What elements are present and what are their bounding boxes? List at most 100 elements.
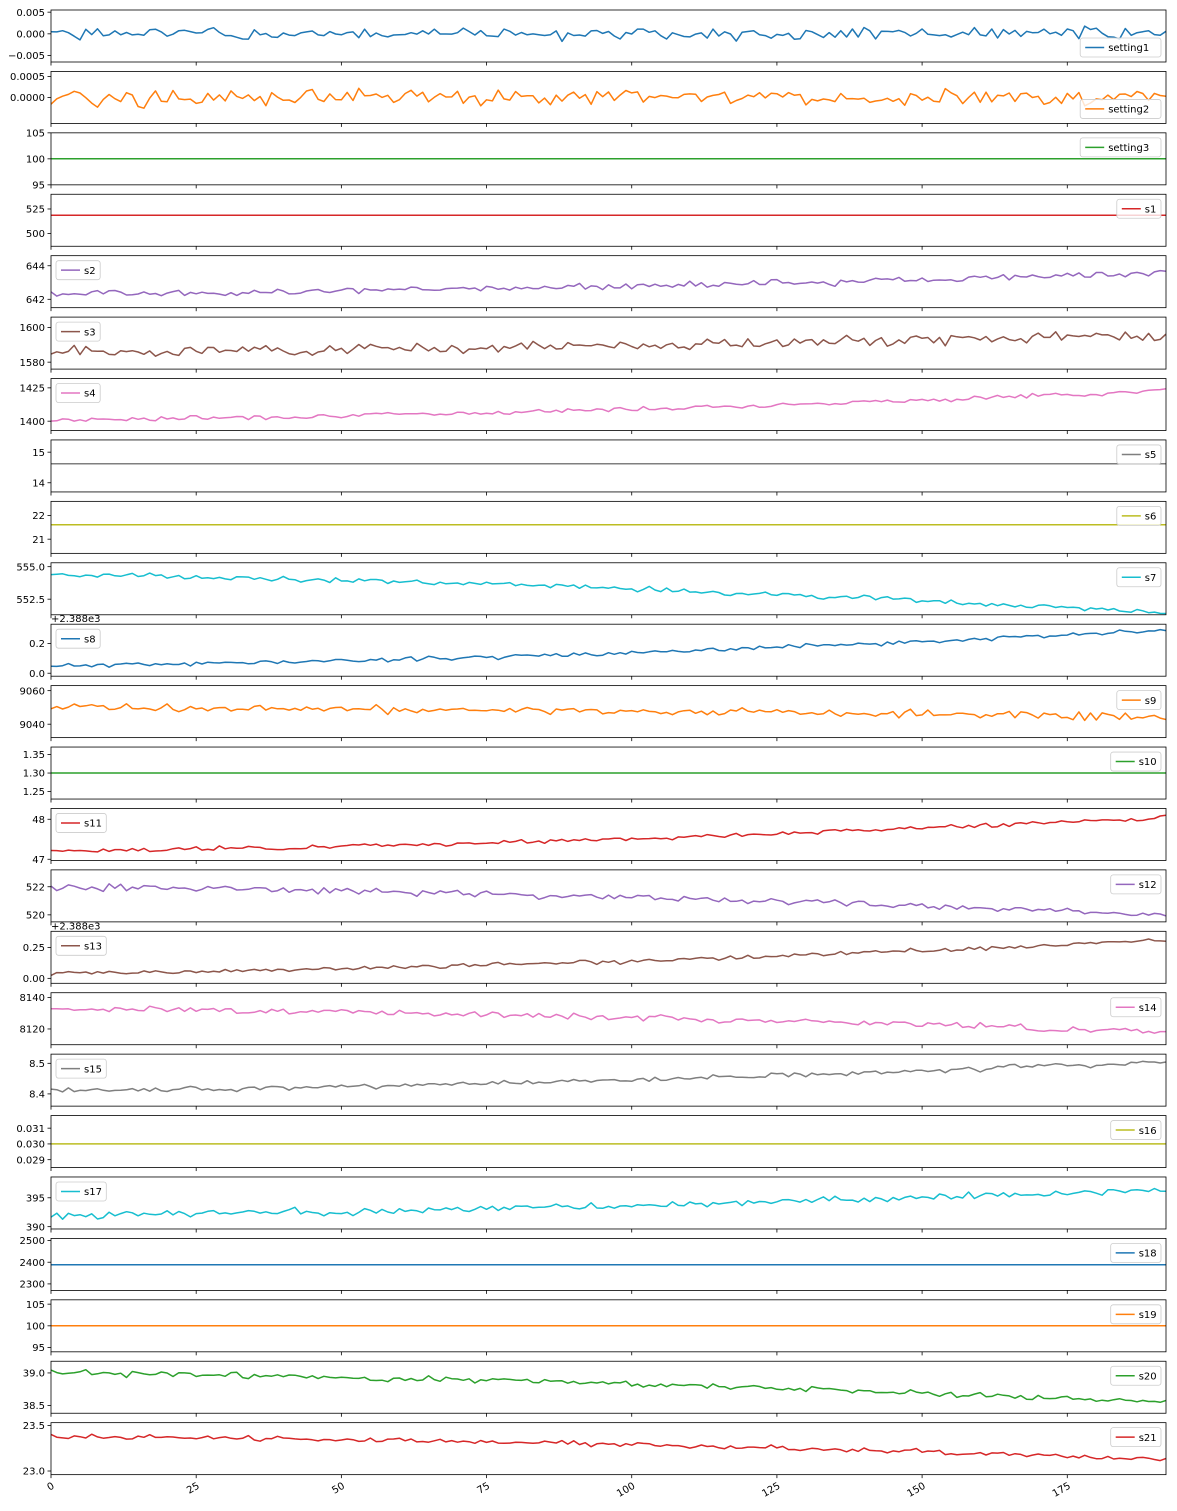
- panel-s3: 1580 1600 s3: [20, 316, 1167, 373]
- y-tick-label: 22: [32, 511, 45, 522]
- panel-setting3: 95 100 105 setting3: [26, 128, 1167, 191]
- panel-s9: 9040 9060 s9: [20, 685, 1167, 742]
- y-tick-label: 1.30: [23, 769, 45, 780]
- x-tick-label: 150: [906, 1481, 928, 1500]
- legend-label: s12: [1139, 880, 1157, 891]
- y-tick-label: 0.25: [23, 943, 45, 954]
- y-tick-label: 48: [32, 815, 45, 826]
- legend-s19: s19: [1110, 1304, 1162, 1325]
- axis-offset-label: +2.388e3: [51, 921, 101, 932]
- series-line-s17: [51, 1187, 1166, 1220]
- axes-frame: [50, 193, 1167, 247]
- y-tick-label: 23.5: [23, 1421, 45, 1432]
- panel-s21: 23.0 23.5 0 25 50 75 100 125 150 175 s21: [23, 1421, 1167, 1500]
- legend-label: s13: [84, 942, 102, 953]
- y-tick-label: 47: [32, 855, 45, 866]
- y-tick-label: 105: [26, 128, 45, 139]
- legend-label: s7: [1145, 573, 1157, 584]
- panel-s19: 95 100 105 s19: [26, 1299, 1167, 1356]
- axes-frame: [50, 316, 1167, 370]
- axes-frame: [50, 9, 1167, 63]
- panel-s14: 8120 8140 s14: [20, 992, 1167, 1049]
- legend-s18: s18: [1110, 1243, 1162, 1263]
- y-tick-label: 1580: [20, 358, 45, 369]
- y-tick-label: 1600: [20, 323, 45, 334]
- panel-s17: 390 395 s17: [26, 1176, 1167, 1233]
- series-line-s9: [51, 703, 1166, 722]
- legend-setting3: setting3: [1079, 137, 1162, 158]
- legend-label: s5: [1145, 450, 1157, 461]
- x-tick-label: 100: [615, 1481, 637, 1500]
- y-tick-label: 642: [26, 295, 45, 306]
- legend-s1: s1: [1116, 198, 1162, 219]
- y-tick-label: 8.5: [29, 1059, 45, 1070]
- axis-offset-label: +2.388e3: [51, 614, 101, 625]
- series-line-s3: [51, 331, 1166, 357]
- legend-label: s3: [84, 327, 96, 338]
- y-tick-label: 95: [32, 180, 45, 191]
- legend-box: [1079, 99, 1162, 119]
- panel-s16: 0.029 0.030 0.031 s16: [16, 1115, 1167, 1172]
- axes-frame: [50, 869, 1167, 923]
- y-tick-label: 0.00: [23, 974, 45, 985]
- legend-s17: s17: [55, 1181, 107, 1202]
- legend-box: [1079, 137, 1162, 158]
- axes-frame: [50, 562, 1167, 616]
- axes-frame: [50, 71, 1167, 124]
- x-tick-label: 125: [760, 1481, 782, 1500]
- y-tick-label: 0.2: [29, 639, 45, 650]
- legend-label: s16: [1139, 1126, 1157, 1137]
- legend-label: s17: [84, 1187, 102, 1198]
- legend-label: s8: [84, 634, 96, 645]
- legend-label: s14: [1139, 1003, 1157, 1014]
- legend-label: setting1: [1108, 43, 1149, 54]
- y-tick-label: 0.000: [16, 29, 45, 40]
- y-tick-label: 1425: [20, 383, 45, 394]
- axes-frame: [50, 930, 1167, 984]
- series-line-s20: [51, 1368, 1166, 1404]
- legend-box: [1110, 1427, 1162, 1448]
- axes-frame: [50, 378, 1167, 431]
- y-tick-label: 8120: [20, 1025, 45, 1036]
- panel-setting1: −0.005 0.000 0.005 setting1: [8, 8, 1167, 66]
- legend-s5: s5: [1116, 444, 1162, 465]
- y-tick-label: 8140: [20, 993, 45, 1004]
- y-tick-label: 522: [26, 882, 45, 893]
- axes-frame: [50, 439, 1167, 493]
- series-line-s15: [51, 1060, 1166, 1093]
- legend-label: s10: [1139, 757, 1157, 768]
- legend-box: [1110, 1120, 1162, 1140]
- legend-s16: s16: [1110, 1120, 1162, 1140]
- panel-s6: 21 22 s6: [32, 500, 1167, 557]
- y-tick-label: −0.005: [8, 51, 45, 62]
- legend-box: [1110, 1365, 1162, 1386]
- panel-s7: 552.5 555.0 s7: [16, 562, 1167, 619]
- y-tick-label: 39.0: [23, 1369, 45, 1380]
- y-tick-label: 500: [26, 229, 45, 240]
- legend-box: [1110, 997, 1162, 1018]
- panel-s20: 38.5 39.0 s20: [23, 1360, 1167, 1417]
- series-line-s8: [51, 628, 1166, 668]
- legend-label: s21: [1139, 1433, 1157, 1444]
- series-line-s13: [51, 938, 1166, 977]
- legend-box: [1079, 37, 1162, 58]
- legend-box: [55, 935, 107, 956]
- series-line-s7: [51, 572, 1166, 615]
- legend-s4: s4: [55, 383, 101, 403]
- y-tick-label: 520: [26, 910, 45, 921]
- legend-box: [55, 1058, 107, 1079]
- y-tick-label: 525: [26, 205, 45, 216]
- x-tick-label: 0: [45, 1481, 56, 1494]
- panel-s10: 1.25 1.30 1.35 s10: [23, 746, 1167, 803]
- legend-label: setting2: [1108, 105, 1149, 116]
- axes-frame: [50, 1422, 1167, 1476]
- panel-s13: 0.00 0.25 +2.388e3 s13: [23, 921, 1167, 987]
- series-line-s11: [51, 814, 1166, 853]
- x-tick-label: 25: [185, 1481, 202, 1497]
- y-tick-label: 0.005: [16, 8, 45, 19]
- y-tick-label: 2400: [20, 1258, 45, 1269]
- legend-s6: s6: [1116, 505, 1162, 526]
- legend-s8: s8: [55, 628, 101, 649]
- axes-frame: [50, 1238, 1167, 1291]
